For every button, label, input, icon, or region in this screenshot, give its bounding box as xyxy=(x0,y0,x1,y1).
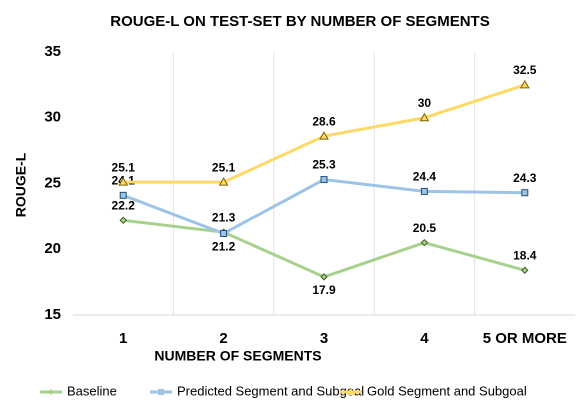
data-label: 18.4 xyxy=(513,248,537,262)
x-tick-label: 3 xyxy=(320,330,328,347)
marker xyxy=(320,176,328,184)
marker xyxy=(347,388,355,395)
x-tick-label: 4 xyxy=(420,330,429,347)
line xyxy=(122,178,525,236)
chart-title: ROUGE-L ON TEST-SET BY NUMBER OF SEGMENT… xyxy=(110,13,489,30)
y-tick-label: 15 xyxy=(44,306,61,323)
data-label: 30 xyxy=(418,96,432,110)
data-label: 25.1 xyxy=(212,160,236,174)
marker xyxy=(319,131,329,140)
marker xyxy=(48,389,54,395)
x-axis-label: NUMBER OF SEGMENTS xyxy=(154,348,321,364)
marker xyxy=(420,187,428,195)
data-label: 22.2 xyxy=(112,198,136,212)
marker xyxy=(119,216,127,225)
data-label: 32.5 xyxy=(513,63,537,77)
data-label: 21.2 xyxy=(212,240,236,254)
legend-label: Baseline xyxy=(67,383,117,398)
data-label: 20.5 xyxy=(413,221,437,235)
marker xyxy=(521,266,529,274)
marker xyxy=(220,229,228,237)
y-axis-label: ROUGE-L xyxy=(13,152,29,217)
marker xyxy=(119,191,127,199)
marker xyxy=(420,238,429,247)
marker xyxy=(118,177,129,186)
data-label: 25.1 xyxy=(112,160,136,174)
y-tick-label: 30 xyxy=(44,109,61,126)
marker xyxy=(519,79,530,89)
line xyxy=(123,218,526,279)
data-label: 25.3 xyxy=(312,158,336,172)
data-label: 21.3 xyxy=(212,210,236,224)
legend-label: Predicted Segment and Subgoal xyxy=(177,383,364,398)
marker xyxy=(521,189,529,197)
data-label: 24.3 xyxy=(513,171,537,185)
x-tick-label: 5 OR MORE xyxy=(483,330,567,347)
x-tick-label: 1 xyxy=(119,330,127,347)
x-tick-label: 2 xyxy=(219,330,227,347)
data-label: 24.4 xyxy=(413,170,437,184)
marker xyxy=(419,112,430,122)
marker xyxy=(218,177,229,186)
marker xyxy=(320,273,328,281)
y-tick-label: 35 xyxy=(44,43,61,60)
y-tick-label: 20 xyxy=(44,240,61,257)
legend-label: Gold Segment and Subgoal xyxy=(367,383,527,398)
marker xyxy=(158,389,164,395)
y-tick-label: 25 xyxy=(44,174,61,191)
data-label: 28.6 xyxy=(312,114,336,128)
data-label: 17.9 xyxy=(312,283,336,297)
